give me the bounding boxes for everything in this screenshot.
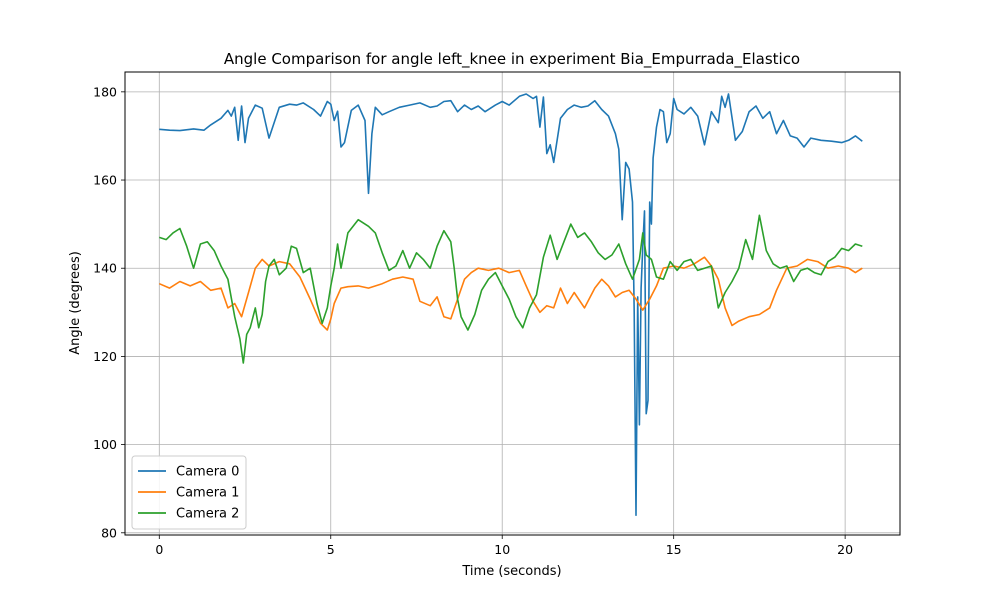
series-line-camera-2: [159, 214, 863, 364]
y-tick-label: 80: [101, 525, 117, 540]
y-axis-label: Angle (degrees): [68, 251, 83, 355]
x-tick-label: 20: [837, 542, 853, 557]
y-tick-label: 180: [93, 84, 117, 99]
x-tick-label: 10: [494, 542, 510, 557]
series-lines: [158, 93, 863, 517]
chart-title: Angle Comparison for angle left_knee in …: [224, 50, 800, 69]
x-tick-label: 15: [666, 542, 682, 557]
y-tick-label: 140: [93, 261, 117, 276]
legend-label-camera-1: Camera 1: [176, 486, 239, 501]
y-tick-label: 160: [93, 173, 117, 188]
legend-label-camera-0: Camera 0: [176, 465, 239, 480]
y-axis-ticks: 80 100 120 140 160 180: [93, 84, 125, 540]
legend-box: [131, 455, 247, 530]
grid: [125, 72, 900, 535]
x-axis-label: Time (seconds): [461, 564, 561, 579]
x-tick-label: 0: [155, 542, 163, 557]
plot-frame: [124, 71, 901, 536]
x-tick-label: 5: [327, 542, 335, 557]
series-line-camera-0: [159, 93, 863, 517]
legend-label-camera-2: Camera 2: [176, 507, 239, 522]
series-line-camera-1: [158, 256, 863, 331]
y-tick-label: 100: [93, 437, 117, 452]
y-tick-label: 120: [93, 349, 117, 364]
legend: Camera 0 Camera 1 Camera 2: [131, 455, 247, 530]
x-axis-ticks: 0 5 10 15 20: [155, 535, 853, 557]
